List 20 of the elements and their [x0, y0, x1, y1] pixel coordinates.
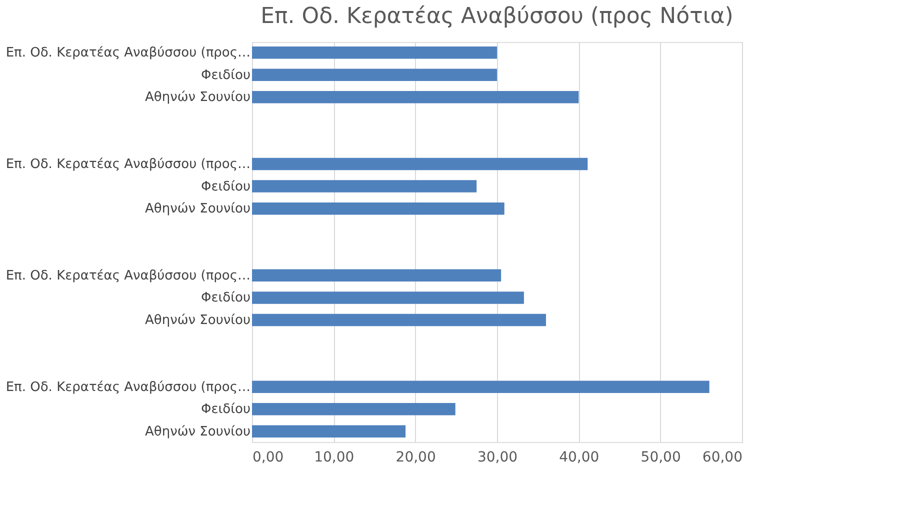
x-tick-label: 50,00	[640, 450, 681, 466]
x-tick-label: 20,00	[396, 450, 436, 466]
y-tick-label: Επ. Οδ. Κερατέας Αναβύσσου (προς…	[6, 157, 250, 172]
x-tick-label: 40,00	[559, 450, 600, 466]
y-tick-label: Φειδίου	[201, 68, 250, 83]
x-tick-label: 10,00	[314, 450, 354, 466]
y-tick-label: Φειδίου	[201, 402, 250, 418]
chart-title: Επ. Οδ. Κερατέας Αναβύσσου (προς Νότια)	[260, 4, 734, 29]
x-tick-label: 0,00	[252, 450, 284, 466]
y-tick-label: Επ. Οδ. Κερατέας Αναβύσσου (προς…	[6, 46, 250, 61]
y-tick-label: Επ. Οδ. Κερατέας Αναβύσσου (προς…	[6, 268, 250, 284]
x-tick-label: 30,00	[477, 450, 518, 466]
y-tick-label: Επ. Οδ. Κερατέας Αναβύσσου (προς…	[6, 380, 250, 395]
x-tick-label: 60,00	[702, 450, 742, 466]
y-tick-label: Αθηνών Σουνίου	[145, 202, 250, 217]
y-tick-label: Φειδίου	[201, 290, 250, 306]
y-tick-label: Αθηνών Σουνίου	[145, 424, 250, 440]
y-tick-label: Φειδίου	[201, 179, 250, 194]
y-tick-label: Αθηνών Σουνίου	[145, 90, 250, 106]
y-tick-label: Αθηνών Σουνίου	[145, 312, 250, 328]
